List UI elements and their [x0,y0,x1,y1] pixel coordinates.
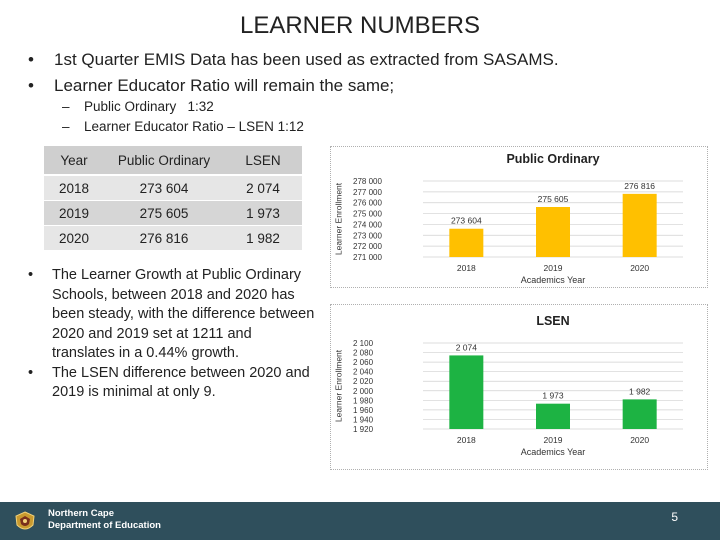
x-axis-label: Academics Year [521,275,586,285]
data-label: 276 816 [624,181,655,191]
growth-note-lsen: The LSEN difference between 2020 and 201… [28,364,318,403]
sub-bullets: Public Ordinary 1:32 Learner Educator Ra… [62,97,304,137]
public-ordinary-chart: Public Ordinary Learner Enrollment 278 000… [330,146,708,288]
bar [622,193,657,257]
x-tick-label: 2018 [457,263,476,273]
x-tick-label: 2019 [544,263,563,273]
data-label: 1 973 [542,391,564,401]
table-cell: 275 605 [104,200,224,226]
y-tick-label: 278 000 [353,177,382,186]
bullet-ratio: Learner Educator Ratio will remain the s… [28,73,559,99]
y-tick-label: 273 000 [353,231,382,240]
org-name: Northern Cape Department of Education [48,508,161,532]
y-tick-label: 274 000 [353,220,382,229]
y-tick-label: 2 060 [353,358,374,367]
y-tick-label: 1 940 [353,415,374,424]
y-tick-label: 272 000 [353,242,382,251]
y-tick-label: 2 080 [353,349,374,358]
bar [536,403,570,429]
x-tick-label: 2018 [457,435,476,445]
table-cell: 273 604 [104,175,224,201]
learner-table: Year Public Ordinary LSEN 2018 273 604 2… [44,146,302,251]
coat-of-arms-icon [15,511,35,530]
page-number: 5 [671,510,678,524]
y-tick-label: 277 000 [353,188,382,197]
lsen-chart: LSEN Learner Enrollment 2 100 2 080 2 060 2 0… [330,304,708,470]
x-tick-label: 2020 [630,435,649,445]
y-axis-label: Learner Enrollment [333,349,343,422]
table-cell: 2019 [44,200,104,226]
growth-notes: The Learner Growth at Public Ordinary Sc… [28,266,318,403]
y-axis-label: Learner Enrollment [333,182,343,255]
bar [449,228,484,257]
bar [536,207,570,257]
bar [449,355,484,429]
table-cell: 276 816 [104,225,224,251]
x-tick-label: 2019 [544,435,563,445]
table-row: 2020 276 816 1 982 [44,225,302,251]
public-ordinary-chart-svg: Public Ordinary Learner Enrollment 278 000… [333,152,683,285]
table-header: LSEN [224,146,302,176]
table-cell: 2018 [44,175,104,201]
y-tick-label: 2 040 [353,368,374,377]
footer-bar: Northern Cape Department of Education 5 [0,502,720,540]
y-tick-label: 1 980 [353,396,374,405]
bar [622,399,657,429]
slide-title: LEARNER NUMBERS [239,12,481,39]
table-cell: 1 973 [224,200,302,226]
table-header: Year [44,146,104,176]
y-tick-label: 2 000 [353,387,374,396]
y-tick-label: 1 920 [353,425,374,434]
y-tick-label: 2 100 [353,339,374,348]
sub-bullet-lsen: Learner Educator Ratio – LSEN 1:12 [62,117,304,137]
data-label: 1 982 [629,386,651,396]
chart-title: Public Ordinary [506,152,599,166]
sub-bullet-public-ordinary: Public Ordinary 1:32 [62,97,304,117]
y-tick-label: 1 960 [353,406,374,415]
bullet-emis: 1st Quarter EMIS Data has been used as e… [28,47,559,73]
y-tick-label: 271 000 [353,253,382,262]
table-row: 2019 275 605 1 973 [44,200,302,226]
table-cell: 1 982 [224,225,302,251]
data-label: 2 074 [456,342,478,352]
y-tick-label: 276 000 [353,199,382,208]
data-label: 273 604 [451,216,482,226]
data-label: 275 605 [538,194,569,204]
x-tick-label: 2020 [630,263,649,273]
table-header: Public Ordinary [104,146,224,176]
table-header-row: Year Public Ordinary LSEN [44,146,302,176]
table-cell: 2 074 [224,175,302,201]
y-tick-label: 275 000 [353,210,382,219]
x-axis-label: Academics Year [521,447,586,457]
chart-title: LSEN [536,314,569,328]
table-cell: 2020 [44,225,104,251]
growth-note-public: The Learner Growth at Public Ordinary Sc… [28,266,318,364]
org-name-line1: Northern Cape [48,508,114,519]
y-tick-label: 2 020 [353,377,374,386]
table-row: 2018 273 604 2 074 [44,175,302,201]
top-bullets: 1st Quarter EMIS Data has been used as e… [28,47,559,99]
org-name-line2: Department of Education [48,520,161,531]
